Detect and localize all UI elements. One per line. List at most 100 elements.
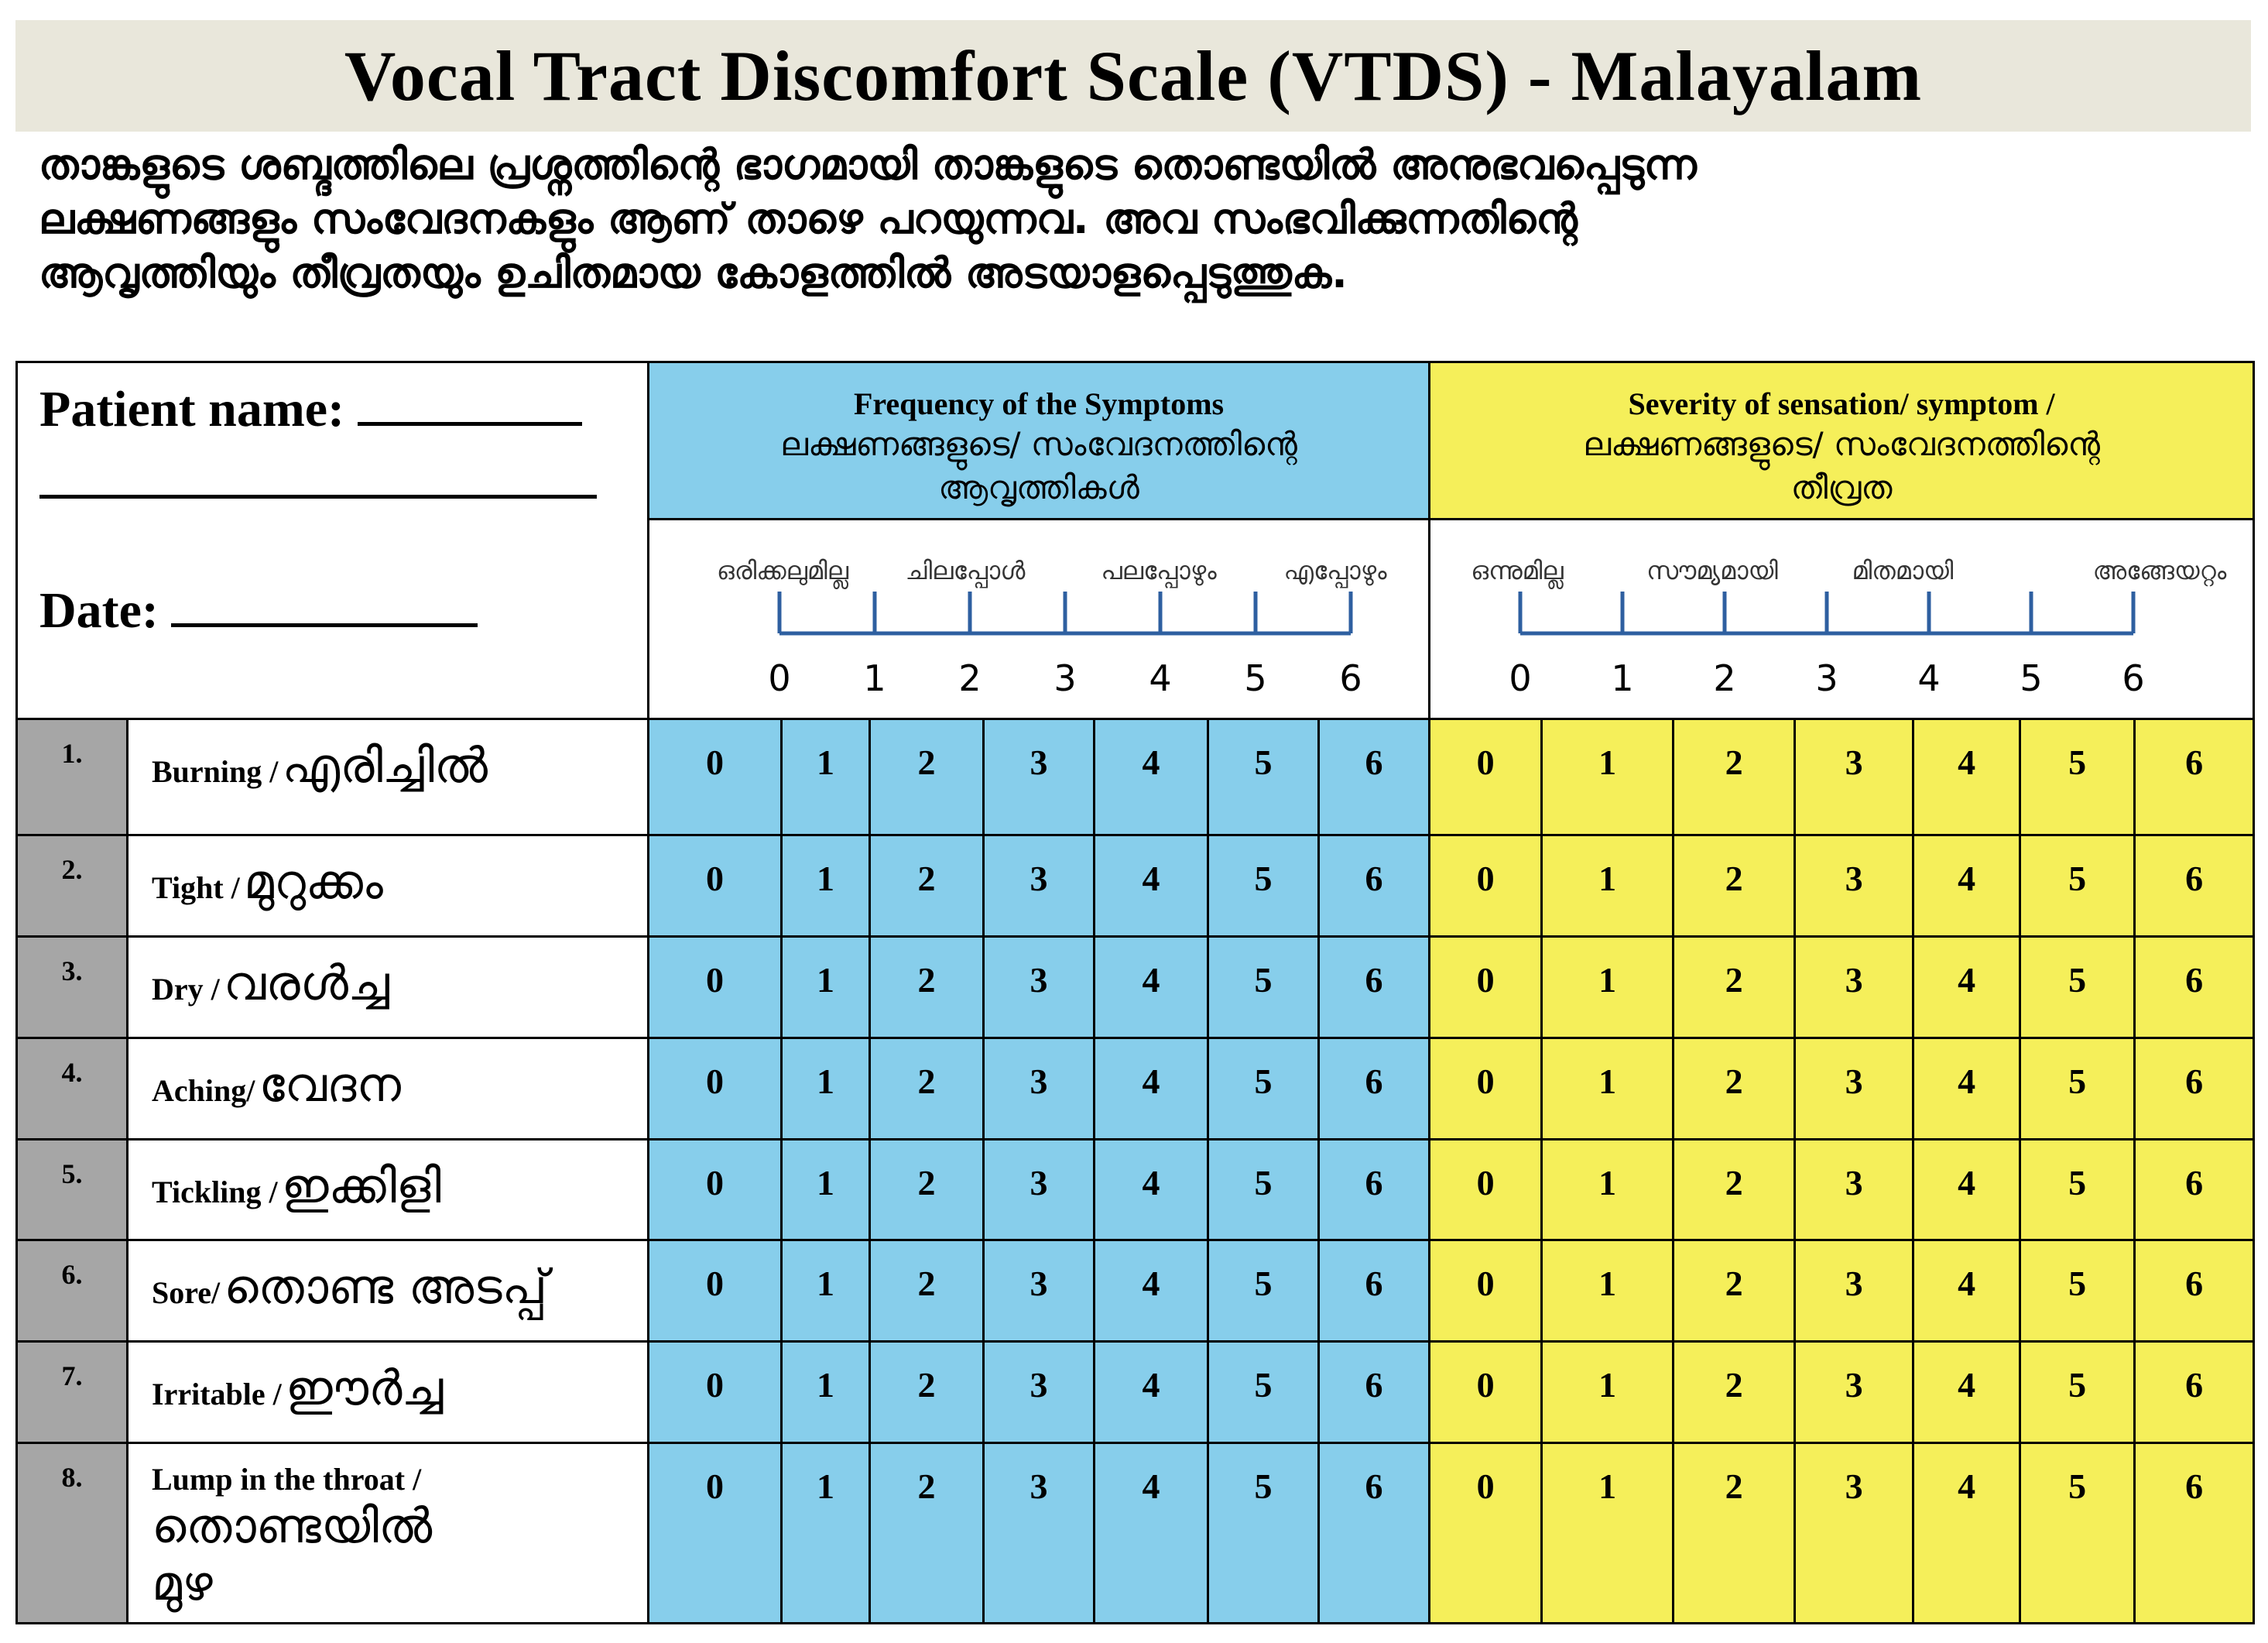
frequency-score-cell[interactable]: 5 [1207,1239,1320,1343]
frequency-score-cell[interactable]: 1 [780,717,871,837]
frequency-score-cell[interactable]: 3 [982,1441,1095,1625]
severity-score-cell[interactable]: 3 [1794,1339,1915,1444]
frequency-score-cell[interactable]: 6 [1317,717,1431,837]
frequency-score-cell[interactable]: 4 [1093,717,1209,837]
frequency-score-cell[interactable]: 0 [647,1339,783,1444]
severity-score-cell[interactable]: 2 [1672,1441,1797,1625]
frequency-score-cell[interactable]: 5 [1207,1036,1320,1140]
severity-score-cell[interactable]: 5 [2019,1036,2136,1140]
frequency-score-cell[interactable]: 2 [868,1239,985,1343]
severity-score-cell[interactable]: 2 [1672,834,1797,938]
patient-name-field-line2[interactable] [39,495,597,499]
severity-score-cell[interactable]: 1 [1540,935,1675,1039]
severity-score-cell[interactable]: 0 [1428,1339,1543,1444]
severity-score-cell[interactable]: 0 [1428,1036,1543,1140]
frequency-score-cell[interactable]: 4 [1093,1339,1209,1444]
severity-score-cell[interactable]: 3 [1794,1137,1915,1242]
frequency-score-cell[interactable]: 5 [1207,935,1320,1039]
frequency-score-cell[interactable]: 5 [1207,1441,1320,1625]
severity-score-cell[interactable]: 4 [1912,834,2022,938]
frequency-score-cell[interactable]: 1 [780,834,871,938]
severity-score-cell[interactable]: 3 [1794,1239,1915,1343]
severity-score-cell[interactable]: 5 [2019,717,2136,837]
frequency-score-cell[interactable]: 5 [1207,834,1320,938]
severity-score-cell[interactable]: 2 [1672,1036,1797,1140]
frequency-score-cell[interactable]: 0 [647,1036,783,1140]
severity-score-cell[interactable]: 3 [1794,834,1915,938]
frequency-score-cell[interactable]: 5 [1207,1137,1320,1242]
severity-score-cell[interactable]: 4 [1912,1441,2022,1625]
frequency-score-cell[interactable]: 6 [1317,935,1431,1039]
severity-score-cell[interactable]: 6 [2133,1339,2256,1444]
frequency-score-cell[interactable]: 4 [1093,1036,1209,1140]
severity-score-cell[interactable]: 6 [2133,717,2256,837]
frequency-score-cell[interactable]: 3 [982,1137,1095,1242]
frequency-score-cell[interactable]: 2 [868,834,985,938]
frequency-score-cell[interactable]: 6 [1317,1137,1431,1242]
severity-score-cell[interactable]: 6 [2133,1239,2256,1343]
frequency-score-cell[interactable]: 1 [780,1239,871,1343]
severity-score-cell[interactable]: 0 [1428,834,1543,938]
frequency-score-cell[interactable]: 3 [982,717,1095,837]
frequency-score-cell[interactable]: 1 [780,1137,871,1242]
severity-score-cell[interactable]: 5 [2019,1239,2136,1343]
frequency-score-cell[interactable]: 4 [1093,935,1209,1039]
severity-score-cell[interactable]: 4 [1912,1339,2022,1444]
frequency-score-cell[interactable]: 0 [647,1239,783,1343]
frequency-score-cell[interactable]: 1 [780,1036,871,1140]
severity-score-cell[interactable]: 0 [1428,1441,1543,1625]
frequency-score-cell[interactable]: 5 [1207,717,1320,837]
frequency-score-cell[interactable]: 6 [1317,834,1431,938]
frequency-score-cell[interactable]: 0 [647,935,783,1039]
frequency-score-cell[interactable]: 3 [982,935,1095,1039]
severity-score-cell[interactable]: 5 [2019,1137,2136,1242]
severity-score-cell[interactable]: 1 [1540,1137,1675,1242]
severity-score-cell[interactable]: 6 [2133,935,2256,1039]
severity-score-cell[interactable]: 6 [2133,834,2256,938]
severity-score-cell[interactable]: 3 [1794,935,1915,1039]
severity-score-cell[interactable]: 4 [1912,1137,2022,1242]
frequency-score-cell[interactable]: 2 [868,935,985,1039]
severity-score-cell[interactable]: 5 [2019,1441,2136,1625]
frequency-score-cell[interactable]: 3 [982,1339,1095,1444]
severity-score-cell[interactable]: 4 [1912,935,2022,1039]
frequency-score-cell[interactable]: 2 [868,717,985,837]
severity-score-cell[interactable]: 4 [1912,1239,2022,1343]
severity-score-cell[interactable]: 1 [1540,1036,1675,1140]
severity-score-cell[interactable]: 5 [2019,1339,2136,1444]
frequency-score-cell[interactable]: 0 [647,717,783,837]
severity-score-cell[interactable]: 6 [2133,1441,2256,1625]
severity-score-cell[interactable]: 2 [1672,1239,1797,1343]
severity-score-cell[interactable]: 6 [2133,1036,2256,1140]
severity-score-cell[interactable]: 3 [1794,717,1915,837]
frequency-score-cell[interactable]: 6 [1317,1441,1431,1625]
severity-score-cell[interactable]: 2 [1672,717,1797,837]
frequency-score-cell[interactable]: 3 [982,834,1095,938]
severity-score-cell[interactable]: 3 [1794,1036,1915,1140]
frequency-score-cell[interactable]: 4 [1093,1441,1209,1625]
severity-score-cell[interactable]: 4 [1912,717,2022,837]
severity-score-cell[interactable]: 1 [1540,1239,1675,1343]
frequency-score-cell[interactable]: 2 [868,1036,985,1140]
severity-score-cell[interactable]: 4 [1912,1036,2022,1140]
frequency-score-cell[interactable]: 4 [1093,1137,1209,1242]
severity-score-cell[interactable]: 2 [1672,1137,1797,1242]
frequency-score-cell[interactable]: 3 [982,1036,1095,1140]
severity-score-cell[interactable]: 0 [1428,717,1543,837]
frequency-score-cell[interactable]: 0 [647,1441,783,1625]
severity-score-cell[interactable]: 3 [1794,1441,1915,1625]
frequency-score-cell[interactable]: 1 [780,935,871,1039]
frequency-score-cell[interactable]: 2 [868,1441,985,1625]
frequency-score-cell[interactable]: 0 [647,1137,783,1242]
severity-score-cell[interactable]: 1 [1540,1339,1675,1444]
frequency-score-cell[interactable]: 2 [868,1137,985,1242]
frequency-score-cell[interactable]: 4 [1093,1239,1209,1343]
severity-score-cell[interactable]: 1 [1540,1441,1675,1625]
frequency-score-cell[interactable]: 1 [780,1339,871,1444]
frequency-score-cell[interactable]: 3 [982,1239,1095,1343]
severity-score-cell[interactable]: 0 [1428,935,1543,1039]
severity-score-cell[interactable]: 2 [1672,935,1797,1039]
severity-score-cell[interactable]: 0 [1428,1239,1543,1343]
patient-name-field[interactable] [357,422,582,426]
frequency-score-cell[interactable]: 6 [1317,1036,1431,1140]
